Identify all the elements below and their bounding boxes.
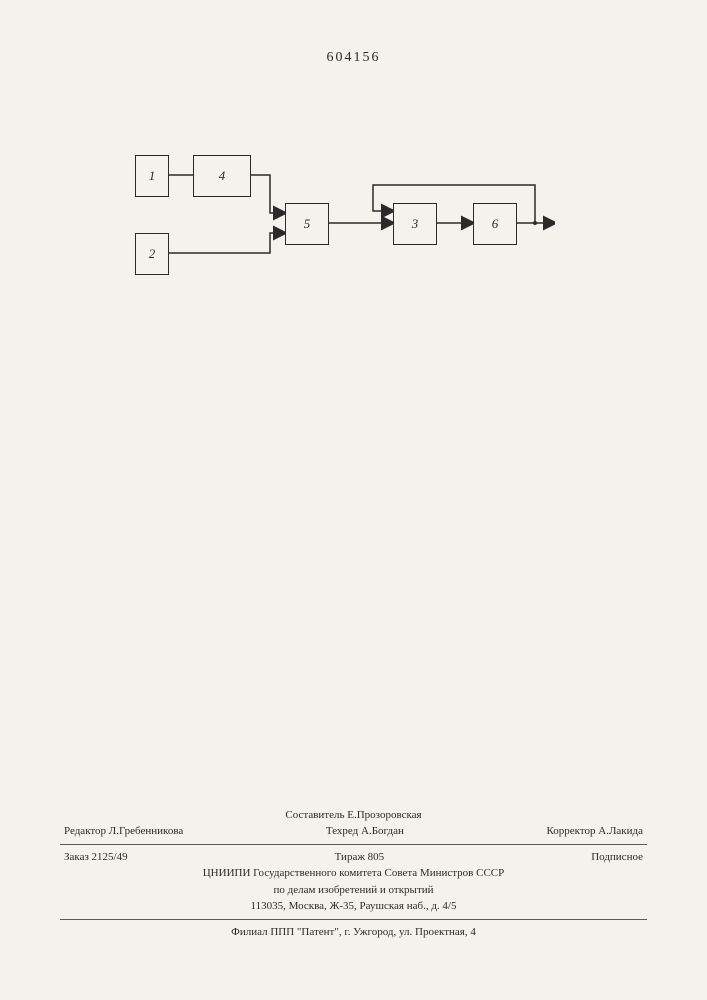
org-line-1: ЦНИИПИ Государственного комитета Совета … (60, 865, 647, 882)
techred: Техред А.Богдан (326, 823, 404, 840)
page-number: 604156 (0, 50, 707, 66)
compiler-line: Составитель Е.Прозоровская (60, 807, 647, 824)
block-node-n1: 1 (135, 155, 169, 197)
corrector: Корректор А.Лакида (546, 823, 643, 840)
editor: Редактор Л.Гребенникова (64, 823, 183, 840)
block-node-n5: 5 (285, 203, 329, 245)
block-node-n4: 4 (193, 155, 251, 197)
branch-line: Филиал ППП "Патент", г. Ужгород, ул. Про… (60, 924, 647, 941)
block-node-n3: 3 (393, 203, 437, 245)
block-node-n2: 2 (135, 233, 169, 275)
credits-row: Редактор Л.Гребенникова Техред А.Богдан … (60, 823, 647, 840)
block-node-n6: 6 (473, 203, 517, 245)
imprint-footer: Составитель Е.Прозоровская Редактор Л.Гр… (60, 807, 647, 941)
circulation: Тираж 805 (335, 849, 385, 866)
subscription: Подписное (591, 849, 643, 866)
address: 113035, Москва, Ж-35, Раушская наб., д. … (60, 898, 647, 915)
divider (60, 844, 647, 845)
order-number: Заказ 2125/49 (64, 849, 128, 866)
block-diagram: 142 5 36 (135, 155, 555, 285)
org-line-2: по делам изобретений и открытий (60, 882, 647, 899)
print-row: Заказ 2125/49 Тираж 805 Подписное (60, 849, 647, 866)
divider (60, 919, 647, 920)
